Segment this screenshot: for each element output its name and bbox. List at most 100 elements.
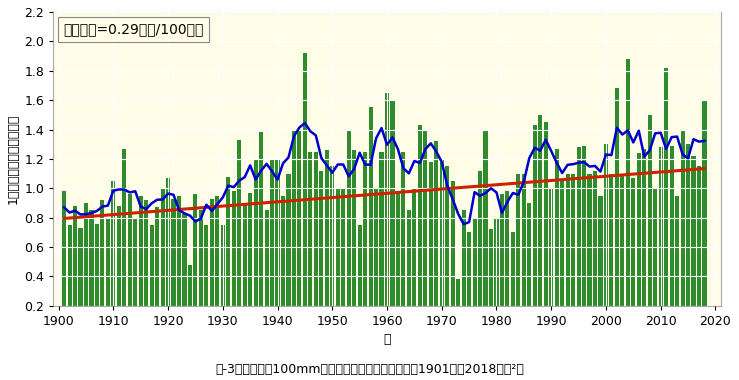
Bar: [423, 130, 427, 335]
Bar: [385, 93, 389, 335]
Bar: [292, 130, 296, 335]
Bar: [270, 159, 274, 335]
Bar: [330, 166, 334, 335]
Bar: [177, 196, 181, 335]
Bar: [369, 108, 372, 335]
Bar: [276, 159, 279, 335]
Bar: [287, 174, 290, 335]
Bar: [610, 174, 613, 335]
Bar: [374, 188, 378, 335]
Bar: [505, 191, 509, 335]
Bar: [462, 211, 466, 335]
Bar: [681, 130, 684, 335]
Bar: [702, 100, 706, 335]
Bar: [565, 174, 570, 335]
Bar: [78, 228, 83, 335]
Bar: [363, 152, 367, 335]
Bar: [205, 225, 208, 335]
Bar: [522, 174, 526, 335]
Bar: [626, 59, 630, 335]
Bar: [489, 230, 493, 335]
Bar: [149, 225, 154, 335]
Bar: [194, 194, 197, 335]
Bar: [511, 233, 515, 335]
Bar: [84, 203, 88, 335]
Bar: [555, 149, 559, 335]
Bar: [358, 225, 361, 335]
Bar: [642, 149, 647, 335]
Bar: [664, 68, 668, 335]
Bar: [221, 225, 225, 335]
Bar: [675, 196, 679, 335]
Bar: [248, 193, 252, 335]
Bar: [308, 152, 313, 335]
Bar: [604, 144, 608, 335]
Bar: [122, 149, 126, 335]
Bar: [144, 200, 149, 335]
Bar: [653, 188, 657, 335]
Bar: [538, 115, 542, 335]
Bar: [199, 211, 203, 335]
Bar: [658, 147, 663, 335]
Bar: [336, 188, 340, 335]
Bar: [517, 174, 520, 335]
Bar: [686, 144, 690, 335]
Bar: [533, 125, 537, 335]
Bar: [620, 174, 624, 335]
Bar: [112, 181, 115, 335]
Bar: [237, 140, 241, 335]
Bar: [210, 199, 214, 335]
X-axis label: 年: 年: [384, 334, 391, 347]
Bar: [692, 156, 695, 335]
Bar: [253, 159, 258, 335]
Bar: [215, 196, 219, 335]
Bar: [297, 130, 302, 335]
Bar: [412, 188, 416, 335]
Bar: [544, 122, 548, 335]
Bar: [183, 213, 186, 335]
Bar: [106, 218, 110, 335]
Bar: [445, 166, 449, 335]
Bar: [155, 207, 159, 335]
Bar: [390, 100, 395, 335]
Bar: [456, 279, 460, 335]
Y-axis label: 1地点あたりの日数（日）: 1地点あたりの日数（日）: [7, 114, 20, 204]
Bar: [128, 194, 132, 335]
Bar: [560, 181, 564, 335]
Text: 図-3　日降水量100mm以上の年間日数の経年変化（1901年～2018年）²）: 図-3 日降水量100mm以上の年間日数の経年変化（1901年～2018年）²）: [215, 363, 524, 376]
Bar: [494, 218, 499, 335]
Bar: [347, 130, 351, 335]
Bar: [500, 194, 504, 335]
Text: トレンド=0.29（日/100年）: トレンド=0.29（日/100年）: [63, 22, 203, 36]
Bar: [62, 191, 66, 335]
Bar: [435, 141, 438, 335]
Bar: [582, 146, 586, 335]
Bar: [697, 166, 701, 335]
Bar: [139, 196, 143, 335]
Bar: [599, 196, 602, 335]
Bar: [647, 115, 652, 335]
Bar: [588, 174, 592, 335]
Bar: [303, 53, 307, 335]
Bar: [324, 150, 329, 335]
Bar: [133, 218, 137, 335]
Bar: [352, 150, 356, 335]
Bar: [631, 178, 636, 335]
Bar: [319, 171, 324, 335]
Bar: [242, 203, 247, 335]
Bar: [478, 171, 482, 335]
Bar: [89, 211, 94, 335]
Bar: [576, 147, 581, 335]
Bar: [265, 211, 269, 335]
Bar: [527, 203, 531, 335]
Bar: [549, 188, 554, 335]
Bar: [571, 174, 575, 335]
Bar: [101, 200, 104, 335]
Bar: [670, 146, 674, 335]
Bar: [188, 265, 192, 335]
Bar: [160, 188, 165, 335]
Bar: [467, 233, 471, 335]
Bar: [483, 130, 488, 335]
Bar: [117, 206, 121, 335]
Bar: [166, 178, 170, 335]
